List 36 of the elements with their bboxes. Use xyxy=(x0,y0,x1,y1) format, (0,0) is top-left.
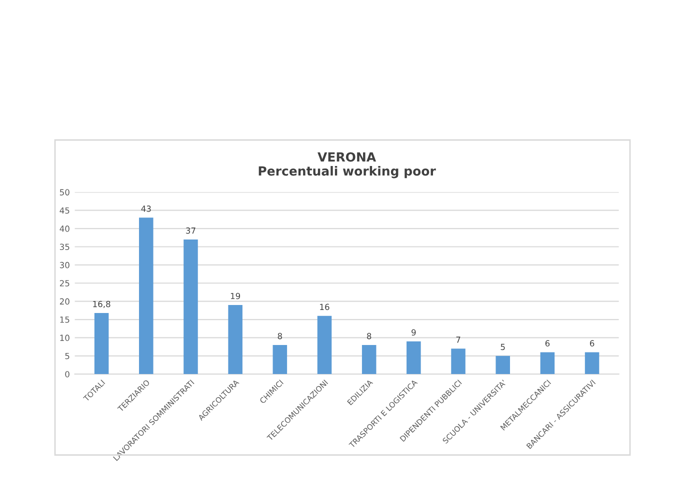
bar xyxy=(272,344,288,374)
y-tick-label: 25 xyxy=(60,280,70,286)
data-label: 5 xyxy=(500,344,505,350)
bar xyxy=(362,344,376,374)
bar xyxy=(184,239,198,374)
bar xyxy=(228,304,242,374)
data-label: 19 xyxy=(230,292,240,300)
y-tick-label: 50 xyxy=(60,189,70,196)
data-label: 6 xyxy=(545,340,550,346)
data-label: 7 xyxy=(456,336,460,343)
bar xyxy=(139,218,154,374)
data-label: 37 xyxy=(186,227,196,234)
data-label: 8 xyxy=(278,332,282,340)
y-tick-label: 35 xyxy=(60,244,70,250)
data-label: 9 xyxy=(412,329,416,336)
bar xyxy=(451,348,466,374)
bar xyxy=(496,356,510,374)
bar xyxy=(584,352,600,374)
y-tick-label: 45 xyxy=(60,207,70,214)
y-tick-label: 40 xyxy=(60,226,70,232)
data-label: 43 xyxy=(141,206,151,212)
y-tick-label: 5 xyxy=(65,352,70,360)
data-label: 16,8 xyxy=(93,300,110,308)
y-tick-label: 20 xyxy=(60,298,70,305)
data-label: 6 xyxy=(590,340,594,346)
y-tick-label: 15 xyxy=(60,316,70,323)
y-tick-label: 30 xyxy=(60,262,70,268)
bar xyxy=(94,312,109,374)
bar xyxy=(317,316,332,374)
y-tick-label: 0 xyxy=(65,371,70,378)
data-label: 16 xyxy=(320,304,330,310)
data-label: 8 xyxy=(367,332,372,340)
chart-title: VERONA Percentuali working poor xyxy=(258,152,436,178)
bar xyxy=(406,341,421,374)
bar xyxy=(540,352,555,374)
y-tick-label: 10 xyxy=(60,334,70,341)
